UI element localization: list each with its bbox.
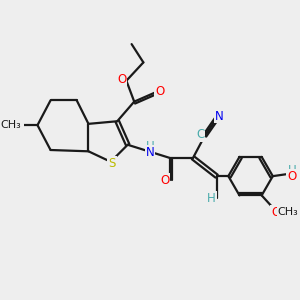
Text: H: H <box>146 140 154 153</box>
Text: CH₃: CH₃ <box>278 207 298 218</box>
Text: O: O <box>288 169 297 183</box>
Text: N: N <box>215 110 224 122</box>
Text: O: O <box>155 85 164 98</box>
Text: S: S <box>108 158 116 170</box>
Text: O: O <box>272 206 281 219</box>
Text: O: O <box>117 73 126 86</box>
Text: N: N <box>146 146 154 159</box>
Text: H: H <box>207 192 216 205</box>
Text: H: H <box>288 164 297 177</box>
Text: O: O <box>160 174 170 187</box>
Text: C: C <box>196 128 204 141</box>
Text: CH₃: CH₃ <box>0 120 21 130</box>
